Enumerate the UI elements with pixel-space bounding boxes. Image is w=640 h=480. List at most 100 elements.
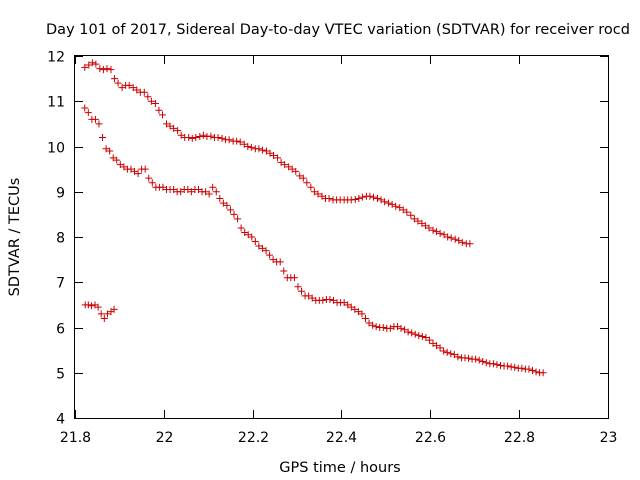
data-point-middle	[81, 104, 89, 112]
data-point-upper	[247, 143, 255, 151]
y-tick-label: 11	[47, 95, 65, 111]
data-point-upper	[318, 192, 326, 200]
data-point-middle	[326, 295, 334, 303]
data-point-middle	[539, 369, 547, 377]
data-point-upper	[307, 183, 315, 191]
data-point-middle	[475, 356, 483, 364]
data-point-middle	[91, 115, 99, 123]
data-point-middle	[127, 165, 135, 173]
chart-title: Day 101 of 2017, Sidereal Day-to-day VTE…	[46, 22, 630, 38]
data-point-middle	[187, 188, 195, 196]
data-point-upper	[277, 158, 285, 166]
data-point-middle	[365, 319, 373, 327]
data-point-middle	[489, 360, 497, 368]
data-point-upper	[399, 206, 407, 214]
data-point-middle	[134, 170, 142, 178]
data-point-upper	[369, 193, 377, 201]
data-point-short	[87, 302, 95, 310]
data-point-upper	[103, 65, 111, 73]
data-point-middle	[386, 324, 394, 332]
data-point-upper	[436, 229, 444, 237]
data-point-middle	[219, 199, 227, 207]
data-point-upper	[351, 195, 359, 203]
data-point-upper	[159, 111, 167, 119]
data-point-short	[100, 314, 108, 322]
data-point-upper	[447, 234, 455, 242]
x-axis-ticks: 21.8 22 22.2 22.4 22.6 22.8 23	[60, 56, 618, 446]
data-point-upper	[385, 199, 393, 207]
data-point-middle	[230, 210, 238, 218]
data-point-middle	[347, 303, 355, 311]
data-point-middle	[393, 323, 401, 331]
data-point-upper	[299, 174, 307, 182]
data-point-upper	[325, 195, 333, 203]
y-axis-label: SDTVAR / TECUs	[7, 178, 23, 297]
x-tick-label: 23	[600, 430, 618, 446]
data-point-middle	[305, 292, 313, 300]
data-point-middle	[354, 308, 362, 316]
data-point-middle	[244, 231, 252, 239]
data-point-upper	[373, 195, 381, 203]
data-point-upper	[188, 134, 196, 142]
data-point-upper	[174, 127, 182, 135]
data-point-middle	[294, 283, 302, 291]
data-point-upper	[107, 66, 115, 74]
data-point-upper	[458, 238, 466, 246]
data-point-middle	[454, 353, 462, 361]
data-point-upper	[92, 60, 100, 68]
y-tick-label: 7	[56, 276, 65, 292]
data-point-middle	[422, 333, 430, 341]
data-point-middle	[223, 201, 231, 209]
data-point-middle	[358, 310, 366, 318]
data-point-middle	[518, 364, 526, 372]
data-point-middle	[504, 362, 512, 370]
data-point-middle	[290, 274, 298, 282]
data-point-middle	[84, 109, 92, 117]
y-tick-label: 4	[56, 412, 65, 428]
data-point-upper	[244, 143, 252, 150]
data-point-upper	[381, 198, 389, 206]
data-point-upper	[170, 124, 178, 132]
data-point-middle	[269, 256, 277, 264]
x-tick-label: 22.4	[326, 430, 357, 446]
data-point-middle	[397, 324, 405, 332]
data-point-upper	[396, 204, 404, 212]
data-point-middle	[113, 156, 121, 164]
data-point-middle	[102, 145, 110, 153]
data-point-middle	[258, 244, 266, 252]
data-point-middle	[447, 350, 455, 358]
data-point-upper	[440, 231, 448, 239]
data-point-upper	[147, 97, 155, 105]
data-point-middle	[237, 224, 245, 232]
data-point-upper	[296, 172, 304, 180]
data-point-short	[97, 310, 105, 318]
data-point-upper	[410, 215, 418, 223]
data-point-upper	[433, 228, 441, 236]
data-point-middle	[248, 233, 256, 241]
data-point-middle	[145, 174, 153, 182]
data-point-upper	[281, 161, 289, 169]
data-point-upper	[285, 163, 293, 171]
data-point-middle	[184, 185, 192, 193]
data-point-middle	[379, 324, 387, 331]
data-point-upper	[466, 240, 474, 248]
x-tick-label: 22.6	[415, 430, 446, 446]
data-point-middle	[241, 228, 249, 236]
data-point-upper	[425, 224, 433, 232]
data-point-upper	[125, 81, 133, 89]
data-point-upper	[429, 226, 437, 234]
data-point-middle	[216, 195, 224, 203]
y-tick-label: 10	[47, 141, 65, 157]
data-point-upper	[225, 136, 233, 144]
data-point-upper	[129, 84, 137, 92]
data-point-middle	[251, 238, 259, 246]
data-point-upper	[144, 93, 152, 101]
data-point-short	[103, 310, 111, 318]
data-point-middle	[266, 251, 274, 259]
data-point-middle	[450, 351, 458, 359]
data-point-middle	[170, 185, 178, 193]
data-point-upper	[88, 59, 96, 67]
plot-frame	[74, 55, 609, 419]
data-point-upper	[274, 154, 282, 162]
data-point-upper	[207, 132, 215, 140]
